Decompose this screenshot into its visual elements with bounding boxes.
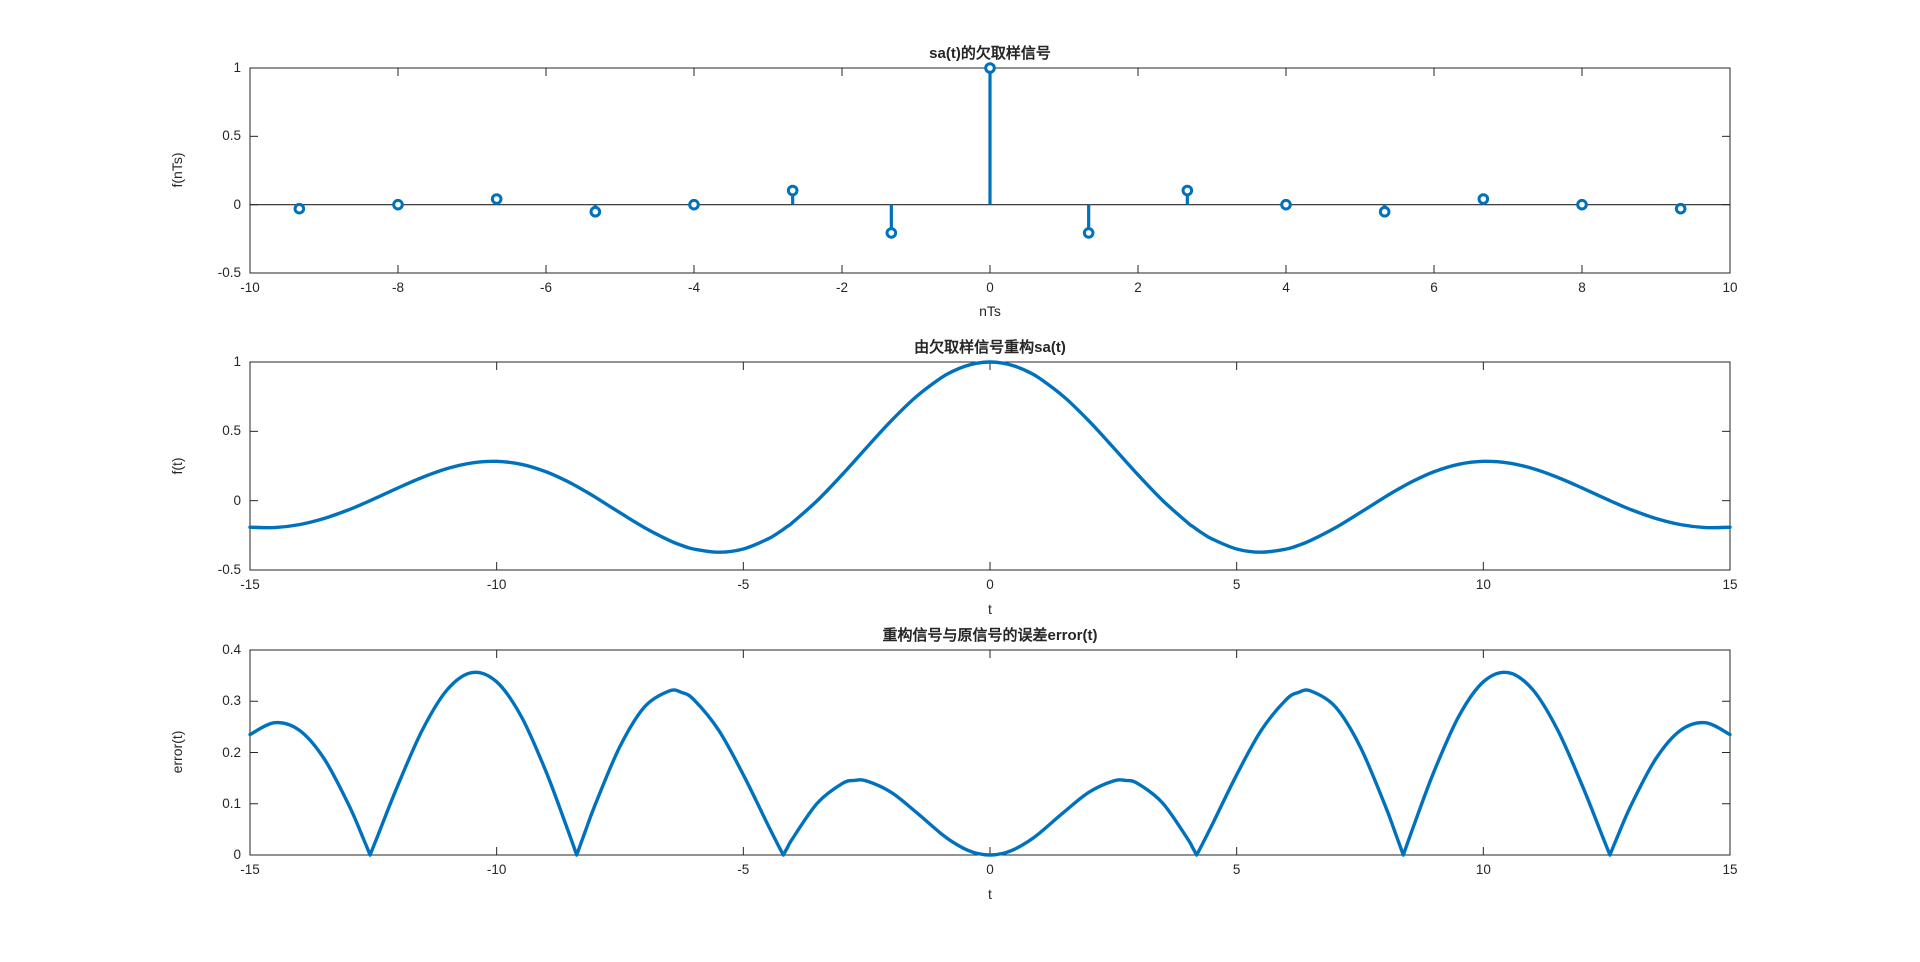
- x-tick-label: 6: [1430, 280, 1438, 295]
- x-tick-label: 10: [1722, 280, 1738, 295]
- stem-marker: [1576, 198, 1588, 211]
- chart-title: 重构信号与原信号的误差error(t): [882, 627, 1098, 644]
- x-axis-label: t: [988, 601, 992, 617]
- x-tick-label: 5: [1232, 862, 1241, 877]
- y-tick-label: 0.5: [222, 128, 241, 144]
- chart-title: sa(t)的欠取样信号: [929, 45, 1051, 62]
- x-tick-label: -4: [687, 280, 700, 295]
- x-tick-label: -10: [240, 280, 260, 295]
- x-tick-label: -8: [391, 280, 404, 295]
- x-tick-label: 2: [1134, 280, 1142, 295]
- y-tick-label: -0.5: [217, 562, 241, 577]
- stem-marker: [786, 184, 799, 197]
- x-tick-label: 15: [1722, 577, 1738, 592]
- stem-marker: [589, 205, 602, 218]
- axes-border: [249, 649, 1731, 856]
- stem-marker: [490, 193, 503, 205]
- x-tick-label: 10: [1475, 862, 1491, 877]
- x-tick-label: -6: [539, 280, 552, 295]
- x-tick-label: 8: [1578, 280, 1586, 295]
- stem-marker: [1181, 184, 1194, 197]
- y-tick-label: 0: [233, 196, 241, 212]
- y-tick-label: 0.5: [222, 423, 241, 439]
- error-chart: [248, 649, 1732, 857]
- x-tick-label: 15: [1722, 862, 1738, 877]
- stem-marker: [1674, 202, 1687, 215]
- y-tick-label: 0: [233, 847, 241, 862]
- stem-marker: [885, 227, 898, 239]
- x-axis-label: t: [988, 886, 992, 902]
- series-line: [248, 670, 1732, 857]
- stem-marker: [392, 198, 404, 211]
- y-axis-label: f(t): [169, 457, 185, 475]
- y-tick-label: 0: [233, 492, 241, 508]
- x-tick-label: -2: [835, 280, 848, 295]
- x-tick-label: -5: [737, 577, 750, 592]
- y-tick-label: 1: [233, 354, 241, 369]
- y-tick-label: -0.5: [217, 265, 241, 280]
- x-tick-label: -15: [240, 862, 260, 877]
- stem-marker: [1378, 205, 1391, 218]
- stem-marker: [1477, 193, 1490, 205]
- y-tick-label: 0.2: [222, 744, 241, 760]
- stem-marker: [1280, 198, 1292, 211]
- axes-border: [249, 361, 1731, 571]
- x-tick-label: 0: [986, 577, 994, 592]
- reconstruction-chart: [248, 360, 1732, 571]
- stem-marker: [1082, 227, 1095, 239]
- stem-chart: [249, 62, 1731, 274]
- stem-marker: [688, 198, 700, 211]
- x-tick-label: 0: [986, 862, 994, 877]
- x-axis-label: nTs: [979, 303, 1001, 319]
- y-tick-label: 1: [233, 60, 241, 75]
- x-tick-label: -10: [486, 862, 507, 877]
- x-tick-label: 0: [986, 280, 994, 295]
- x-tick-label: -5: [737, 862, 750, 877]
- x-tick-label: 10: [1475, 577, 1491, 592]
- y-axis-label: f(nTs): [169, 152, 185, 188]
- stem-marker: [984, 62, 996, 74]
- y-tick-label: 0.1: [222, 795, 241, 811]
- x-tick-label: -10: [486, 577, 507, 592]
- y-tick-label: 0.4: [222, 642, 241, 657]
- y-tick-label: 0.3: [222, 693, 241, 709]
- series-line: [248, 360, 1732, 554]
- x-tick-label: -15: [240, 577, 260, 592]
- x-tick-label: 4: [1282, 280, 1290, 295]
- stem-marker: [293, 202, 306, 215]
- chart-title: 由欠取样信号重构sa(t): [914, 339, 1066, 356]
- x-tick-label: 5: [1232, 577, 1241, 592]
